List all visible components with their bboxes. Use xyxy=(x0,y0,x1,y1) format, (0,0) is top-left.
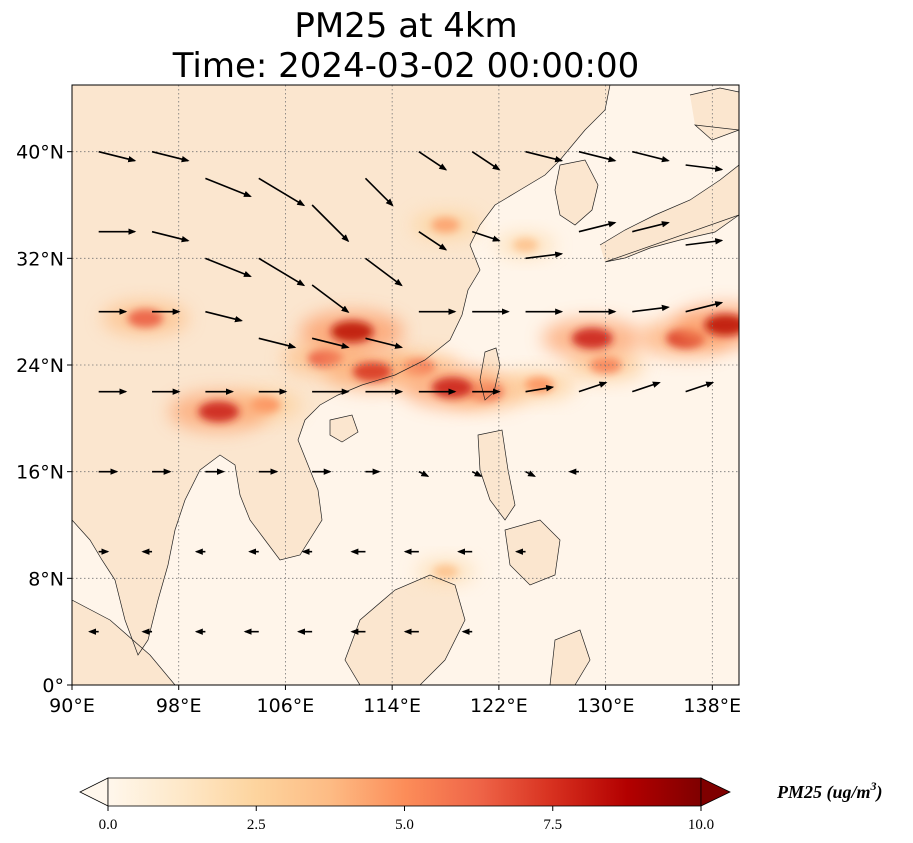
landmass-hokkaido xyxy=(690,88,739,140)
pm25-plume-0 xyxy=(495,232,556,258)
x-tick-label: 114°E xyxy=(363,695,421,717)
landmass-korea xyxy=(555,160,598,225)
colorbar-extend-max xyxy=(700,777,731,807)
coastline-sumatra xyxy=(72,599,176,685)
wind-arrow xyxy=(525,385,555,393)
wind-arrow xyxy=(471,151,501,171)
wind-arrow xyxy=(98,150,137,163)
coastline-korea xyxy=(554,159,599,226)
wind-arrow xyxy=(258,337,297,349)
wind-arrow xyxy=(685,381,715,393)
landmass-mindanao xyxy=(505,520,560,585)
landmass-luzon xyxy=(478,430,515,520)
title-line-2: Time: 2024-03-02 00:00:00 xyxy=(172,46,640,86)
x-tick-label: 98°E xyxy=(156,695,202,717)
wind-arrow xyxy=(418,231,448,251)
wind-arrow xyxy=(365,257,403,287)
x-tick-label: 90°E xyxy=(49,695,95,717)
wind-arrow xyxy=(578,381,608,393)
wind-vectors xyxy=(88,150,724,635)
colorbar-tick-label: 2.5 xyxy=(247,817,266,833)
pm25-plume-16 xyxy=(673,304,739,346)
pm25-plume-12 xyxy=(402,367,503,408)
y-tick-label: 0° xyxy=(42,675,64,697)
x-tick-label: 138°E xyxy=(683,695,741,717)
colorbar-label-close: ) xyxy=(875,782,883,803)
y-tick-label: 40°N xyxy=(16,142,64,164)
wind-arrow xyxy=(578,221,617,233)
wind-arrow xyxy=(525,150,564,163)
colorbar-body xyxy=(107,777,702,807)
coastline-hainan xyxy=(329,414,359,443)
colorbar-label-sup: 3 xyxy=(870,779,877,793)
wind-arrow xyxy=(365,337,404,349)
x-tick-label: 122°E xyxy=(470,695,528,717)
map-panel[interactable] xyxy=(72,85,778,685)
wind-arrow xyxy=(685,301,724,313)
x-axis-ticks: 90°E 98°E 106°E 114°E 122°E 130°E 138°E xyxy=(49,685,741,717)
pm25-plume-1 xyxy=(415,559,476,585)
y-axis-ticks: 0° 8°N 16°N 24°N 32°N 40°N xyxy=(16,142,72,697)
coastline-mindanao xyxy=(504,519,561,586)
title-line-1: PM25 at 4km xyxy=(294,6,517,46)
x-tick-label: 106°E xyxy=(257,695,315,717)
wind-arrow xyxy=(311,204,350,243)
colorbar-tick-label: 10.0 xyxy=(688,817,714,833)
colorbar-ticks: 0.0 2.5 5.0 7.5 10.0 xyxy=(99,806,714,833)
pm25-plume-15 xyxy=(299,311,405,353)
wind-arrow xyxy=(632,304,670,313)
colorbar-tick-label: 7.5 xyxy=(543,817,562,833)
colorbar-label-text: PM25 (ug/m xyxy=(776,782,871,803)
y-tick-label: 16°N xyxy=(16,462,64,484)
y-tick-label: 8°N xyxy=(28,568,64,590)
wind-arrow xyxy=(632,150,670,163)
coastline-sulawesi xyxy=(549,629,591,685)
wind-arrow xyxy=(151,230,190,243)
pm25-field xyxy=(102,210,739,585)
wind-arrow xyxy=(578,150,617,163)
coastline-japan xyxy=(599,164,739,263)
x-tick-label: 130°E xyxy=(577,695,635,717)
wind-arrow xyxy=(151,150,190,163)
landmass-sulawesi xyxy=(550,630,590,685)
wind-arrow xyxy=(418,470,430,477)
wind-arrow xyxy=(205,257,252,278)
wind-arrow xyxy=(685,238,724,246)
wind-arrow xyxy=(632,221,670,233)
wind-arrow xyxy=(205,177,252,198)
pm25-plume-14 xyxy=(542,318,643,359)
landmass-hainan xyxy=(330,415,358,442)
wind-arrow xyxy=(685,164,724,172)
wind-arrow xyxy=(632,381,661,393)
colorbar-tick-label: 0.0 xyxy=(99,817,118,833)
wind-arrow xyxy=(525,251,564,260)
pm25-plume-13 xyxy=(168,391,269,432)
colorbar-extend-min xyxy=(79,777,109,807)
landmass-sumatra xyxy=(72,600,175,685)
wind-arrow xyxy=(364,177,394,207)
coastline-borneo xyxy=(344,574,466,685)
wind-arrow xyxy=(258,177,306,207)
wind-arrow xyxy=(525,470,536,477)
landmass-japan xyxy=(600,165,739,262)
pm25-plume-2 xyxy=(411,210,480,240)
wind-arrow xyxy=(205,310,243,323)
wind-arrow xyxy=(471,470,483,477)
wind-arrow xyxy=(471,230,501,242)
map-frame xyxy=(71,84,740,686)
colorbar-tick-label: 5.0 xyxy=(395,817,414,833)
wind-arrow xyxy=(311,337,350,349)
colorbar: 0.0 2.5 5.0 7.5 10.0 PM25 (ug/m3) xyxy=(79,777,883,833)
colorbar-label: PM25 (ug/m3) xyxy=(776,779,883,803)
pm25-plume-9 xyxy=(102,300,189,336)
pm25-plume-10 xyxy=(324,352,420,391)
wind-arrow xyxy=(258,257,306,287)
wind-arrow xyxy=(418,151,448,171)
coastline-asia xyxy=(72,85,611,656)
wind-arrow xyxy=(311,284,350,313)
y-tick-label: 32°N xyxy=(16,248,64,270)
coastline-hokkaido xyxy=(689,87,739,141)
y-tick-label: 24°N xyxy=(16,355,64,377)
